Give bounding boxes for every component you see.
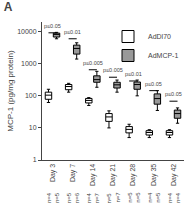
svg-text:AdMCP-1: AdMCP-1 [148, 52, 178, 59]
svg-text:n=4: n=4 [147, 192, 153, 203]
svg-text:100: 100 [25, 92, 37, 99]
svg-text:n=6: n=6 [74, 192, 80, 203]
svg-text:n=7: n=7 [94, 193, 100, 204]
svg-text:Day 7: Day 7 [69, 164, 77, 182]
svg-text:p≤0.05: p≤0.05 [44, 23, 61, 29]
svg-text:n=5: n=5 [66, 192, 72, 203]
svg-text:n=7: n=7 [115, 192, 121, 203]
svg-text:A: A [4, 0, 13, 14]
svg-text:n=5: n=5 [54, 192, 60, 203]
svg-text:n=4: n=4 [167, 192, 173, 203]
svg-text:Day 21: Day 21 [109, 164, 117, 186]
svg-text:p≤0.05: p≤0.05 [165, 91, 182, 97]
svg-text:n=5: n=5 [127, 192, 133, 203]
svg-text:Day 14: Day 14 [89, 164, 97, 186]
svg-text:p≤0.005: p≤0.005 [83, 60, 103, 66]
svg-text:n=4: n=4 [86, 192, 92, 203]
svg-text:p≤0.005: p≤0.005 [103, 67, 123, 73]
svg-text:1000: 1000 [21, 60, 37, 67]
svg-text:Day 35: Day 35 [150, 164, 158, 186]
svg-text:Day 28: Day 28 [129, 164, 137, 186]
svg-text:10000: 10000 [17, 28, 37, 35]
svg-text:n=5: n=5 [155, 192, 161, 203]
svg-text:1: 1 [33, 156, 37, 163]
svg-text:AdDl70: AdDl70 [148, 33, 171, 40]
svg-text:MCP-1 (pg/mg protein): MCP-1 (pg/mg protein) [6, 50, 15, 132]
svg-text:n=4: n=4 [175, 192, 181, 203]
svg-text:Day 3: Day 3 [49, 164, 57, 182]
svg-text:10: 10 [29, 124, 37, 131]
svg-text:Day 42: Day 42 [170, 164, 178, 186]
svg-text:n=4: n=4 [46, 192, 52, 203]
svg-text:p≤0.01: p≤0.01 [125, 71, 142, 77]
svg-text:n=5: n=5 [135, 192, 141, 203]
svg-text:p≤0.01: p≤0.01 [64, 29, 81, 35]
svg-text:p≤0.05: p≤0.05 [145, 81, 162, 87]
svg-text:n=5: n=5 [106, 193, 112, 204]
